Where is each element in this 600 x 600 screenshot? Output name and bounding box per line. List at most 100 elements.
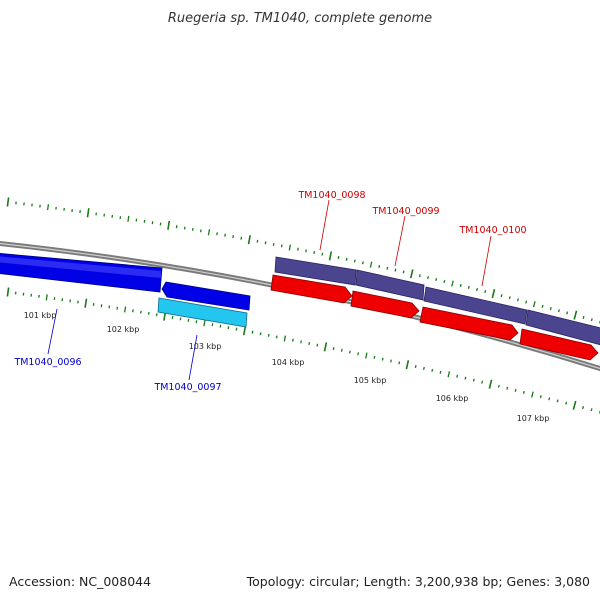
scale-tick bbox=[443, 280, 446, 284]
scale-tick bbox=[45, 294, 48, 301]
scale-label: 104 kbp bbox=[272, 358, 305, 367]
scale-tick bbox=[224, 233, 226, 237]
scale-tick bbox=[139, 310, 142, 314]
gene-label-tm1040-0100[interactable]: TM1040_0100 bbox=[458, 225, 527, 287]
scale-tick bbox=[207, 229, 211, 236]
scale-tick bbox=[590, 408, 593, 412]
scale-tick bbox=[195, 320, 198, 324]
scale-tick bbox=[386, 266, 389, 270]
gene-label-text: TM1040_0099 bbox=[371, 206, 439, 217]
scale-tick bbox=[409, 269, 414, 279]
scale-tick bbox=[435, 278, 438, 282]
scale-tick bbox=[472, 378, 475, 382]
scale-label: 101 kbp bbox=[24, 311, 57, 320]
scale-tick bbox=[447, 371, 451, 378]
gene-purple-3[interactable] bbox=[423, 286, 528, 325]
gene-tm1040-0097-b[interactable] bbox=[157, 297, 248, 328]
scale-label: 107 kbp bbox=[517, 414, 550, 423]
scale-tick bbox=[431, 368, 434, 372]
scale-tick bbox=[582, 315, 585, 319]
scale-tick bbox=[361, 261, 364, 265]
scale-tick bbox=[590, 318, 593, 322]
scale-tick bbox=[127, 215, 130, 222]
scale-tick bbox=[123, 306, 127, 313]
scale-tick bbox=[6, 197, 10, 207]
scale-tick bbox=[272, 242, 275, 246]
scale-tick bbox=[280, 244, 283, 248]
scale-tick bbox=[187, 318, 190, 322]
scale-tick bbox=[439, 370, 442, 374]
scale-tick bbox=[216, 232, 218, 236]
scale-tick bbox=[394, 268, 397, 272]
gene-label-text: TM1040_0097 bbox=[153, 382, 221, 393]
scale-tick bbox=[345, 257, 348, 261]
scale-tick bbox=[288, 244, 292, 251]
scale-label: 105 kbp bbox=[354, 376, 387, 385]
scale-tick bbox=[308, 341, 311, 346]
scale-tick bbox=[405, 360, 410, 370]
scale-tick bbox=[565, 401, 568, 405]
scale-tick bbox=[488, 379, 493, 389]
scale-tick bbox=[199, 229, 202, 233]
scale-tick bbox=[573, 310, 578, 320]
gene-label-tm1040-0096[interactable]: TM1040_0096 bbox=[13, 308, 82, 368]
gene-purple-4[interactable] bbox=[525, 309, 600, 346]
scale-tick bbox=[219, 324, 222, 328]
scale-tick bbox=[381, 357, 384, 361]
scale-tick bbox=[297, 247, 299, 251]
scale-tick bbox=[251, 330, 254, 334]
genome-summary-text: Topology: circular; Length: 3,200,938 bp… bbox=[246, 574, 590, 589]
gene-purple-2[interactable] bbox=[355, 269, 425, 301]
scale-tick bbox=[235, 327, 238, 331]
scale-tick bbox=[321, 252, 324, 256]
scale-tick bbox=[548, 397, 551, 401]
scale-tick bbox=[373, 355, 376, 359]
scale-tick bbox=[242, 326, 247, 336]
scale-tick bbox=[532, 301, 536, 308]
gene-tm1040-0098[interactable] bbox=[270, 274, 353, 304]
scale-tick bbox=[323, 342, 328, 352]
scale-tick bbox=[147, 311, 150, 315]
scale-tick bbox=[556, 399, 559, 403]
scale-tick bbox=[337, 256, 340, 260]
scale-tick bbox=[390, 359, 392, 363]
scale-tick bbox=[348, 350, 351, 354]
scale-tick bbox=[305, 249, 307, 253]
scale-tick bbox=[402, 270, 405, 274]
scale-tick bbox=[481, 380, 484, 384]
map-title: Ruegeria sp. TM1040, complete genome bbox=[168, 11, 432, 26]
scale-tick bbox=[77, 300, 79, 304]
scale-ticks-outer bbox=[6, 197, 600, 324]
scale-tick bbox=[464, 376, 467, 380]
gene-label-tm1040-0097[interactable]: TM1040_0097 bbox=[153, 334, 222, 393]
scale-tick bbox=[211, 323, 214, 327]
scale-tick bbox=[491, 289, 496, 299]
scale-tick bbox=[456, 374, 459, 378]
scale-tick bbox=[500, 294, 503, 298]
scale-tick bbox=[484, 290, 487, 294]
scale-tick bbox=[227, 326, 230, 330]
gene-purple-1[interactable] bbox=[274, 256, 357, 286]
scale-tick bbox=[240, 236, 243, 240]
scale-label: 102 kbp bbox=[107, 325, 140, 334]
scale-tick bbox=[369, 261, 373, 268]
scale-tick bbox=[232, 235, 235, 239]
scale-tick bbox=[132, 309, 134, 313]
scale-tick bbox=[183, 226, 186, 230]
scale-tick bbox=[159, 222, 162, 226]
gene-label-tm1040-0099[interactable]: TM1040_0099 bbox=[371, 206, 440, 267]
scale-tick bbox=[267, 333, 270, 337]
gene-tm1040-0100[interactable] bbox=[419, 306, 519, 341]
gene-tm1040-0099[interactable] bbox=[350, 290, 420, 319]
gene-red-4[interactable] bbox=[519, 328, 599, 361]
gene-tm1040-0097[interactable] bbox=[161, 281, 251, 311]
scale-label: 106 kbp bbox=[436, 394, 469, 403]
gene-label-tm1040-0098[interactable]: TM1040_0098 bbox=[297, 190, 366, 251]
scale-tick bbox=[86, 208, 90, 218]
gene-label-text: TM1040_0096 bbox=[13, 357, 81, 368]
scale-tick bbox=[549, 307, 552, 311]
gene-tm1040-0096[interactable] bbox=[0, 253, 163, 293]
scale-tick bbox=[143, 219, 146, 223]
scale-tick bbox=[340, 348, 343, 352]
